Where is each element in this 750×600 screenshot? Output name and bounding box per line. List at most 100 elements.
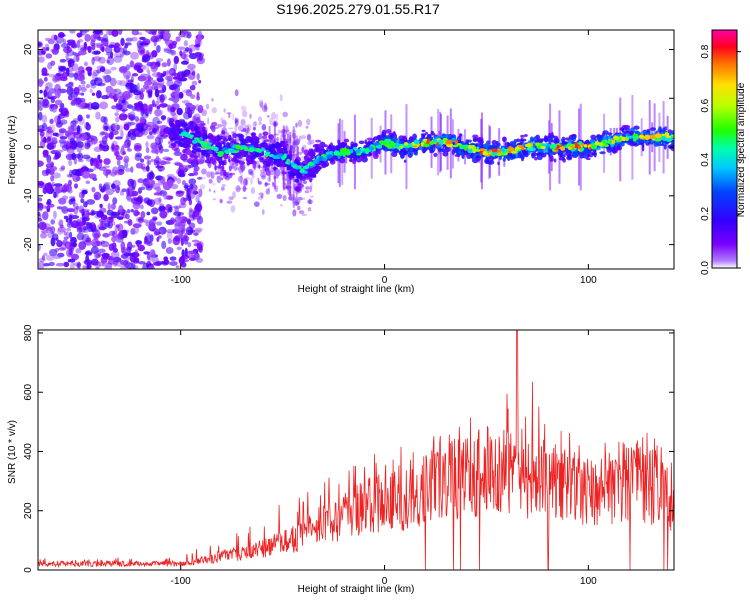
spectrogram-cell bbox=[149, 170, 154, 178]
spectrogram-cell bbox=[355, 157, 362, 163]
spectrogram-cell bbox=[166, 79, 174, 87]
spectrogram-cell bbox=[67, 72, 75, 78]
spectrogram-cell bbox=[275, 113, 279, 121]
spectrogram-cell bbox=[179, 202, 187, 209]
spectrogram-cell bbox=[271, 111, 277, 120]
spectrogram-cell bbox=[212, 182, 216, 186]
spectrogram-cell bbox=[262, 105, 268, 113]
spectrogram-cell bbox=[102, 232, 110, 238]
spectrogram-cell bbox=[168, 43, 177, 49]
spectrogram-cell bbox=[101, 135, 108, 145]
spectrogram-cell bbox=[364, 149, 370, 155]
spectrogram-cell bbox=[174, 215, 181, 224]
spectrogram-cell bbox=[90, 39, 96, 47]
spectrogram-cell bbox=[553, 158, 557, 163]
spectrogram-cell bbox=[52, 132, 59, 137]
spectrogram-cell bbox=[101, 46, 105, 53]
spectrogram-cell bbox=[103, 193, 109, 202]
spectrogram-cell bbox=[46, 129, 54, 134]
spectrogram-cell bbox=[518, 144, 523, 148]
spectrogram-cell bbox=[252, 162, 256, 169]
spectrogram-cell bbox=[497, 161, 500, 166]
spectrogram-cell bbox=[184, 247, 188, 257]
spectrogram-cell bbox=[194, 44, 201, 48]
spectrogram-cell bbox=[186, 31, 192, 39]
spectrogram-cell bbox=[168, 132, 173, 138]
spectrogram-cell bbox=[390, 133, 393, 140]
spectrogram-cell bbox=[232, 133, 237, 139]
spectrogram-cell bbox=[250, 187, 255, 195]
spectrogram-cell bbox=[160, 134, 169, 138]
spectrogram-cell bbox=[654, 133, 662, 139]
spectrogram-cell bbox=[144, 64, 150, 72]
spectrogram-cell bbox=[188, 178, 197, 185]
spectrogram-cell bbox=[93, 232, 99, 242]
spectrogram-cell bbox=[189, 154, 194, 158]
spectrogram-cell bbox=[84, 142, 91, 150]
spectrogram-cell bbox=[112, 197, 118, 205]
spectrogram-cell bbox=[98, 218, 107, 223]
spectrogram-cell bbox=[239, 165, 244, 171]
spectrogram-cell bbox=[380, 140, 386, 146]
spectrogram-cell bbox=[79, 97, 86, 103]
spectrogram-cell bbox=[59, 167, 65, 172]
spectrogram-cell bbox=[173, 55, 180, 65]
spectrogram-cell bbox=[167, 238, 173, 244]
spectrogram-cell bbox=[248, 147, 255, 153]
spectrogram-cell bbox=[259, 133, 262, 139]
spectrogram-cell bbox=[315, 147, 319, 151]
spectrogram-cell bbox=[125, 213, 130, 220]
x-tick-label: -100 bbox=[171, 275, 191, 286]
spectrogram-cell bbox=[115, 212, 121, 218]
spectrogram-cell bbox=[214, 164, 217, 171]
spectrogram-cell bbox=[231, 113, 235, 121]
spectrogram-cell bbox=[41, 46, 47, 56]
spectrogram-cell bbox=[564, 137, 570, 141]
spectrogram-cell bbox=[103, 158, 111, 165]
spectrogram-cell bbox=[58, 197, 67, 205]
spectrogram-cell bbox=[180, 60, 189, 65]
spectrogram-cell bbox=[170, 106, 176, 113]
spectrogram-cell bbox=[502, 157, 506, 162]
x-tick-label: 100 bbox=[580, 275, 597, 286]
spectrogram-cell bbox=[108, 131, 114, 140]
spectrogram-cell bbox=[66, 208, 75, 213]
spectrogram-cell bbox=[136, 68, 144, 74]
spectrogram-cell bbox=[308, 198, 312, 205]
spectrogram-cell bbox=[135, 162, 144, 169]
spectrogram-cell bbox=[485, 159, 490, 163]
spectrogram-cell bbox=[216, 165, 222, 169]
spectrogram-cell bbox=[58, 138, 67, 144]
spectrogram-cell bbox=[638, 134, 645, 139]
spectrogram-cell bbox=[93, 146, 103, 153]
spectrogram-cell bbox=[98, 56, 106, 64]
spectrogram-cell bbox=[240, 118, 246, 126]
spectrogram-cell bbox=[123, 252, 131, 257]
spectrogram-cell bbox=[156, 160, 160, 167]
spectrogram-cell bbox=[38, 257, 46, 262]
spectrogram-cell bbox=[220, 117, 224, 124]
spectrogram-cell bbox=[118, 124, 123, 132]
spectrogram-cell bbox=[193, 232, 199, 236]
spectrogram-cell bbox=[307, 199, 313, 205]
spectrogram-cell bbox=[76, 32, 83, 38]
spectrogram-cell bbox=[139, 36, 146, 41]
spectrogram-cell bbox=[38, 111, 43, 121]
spectrogram-cell bbox=[122, 70, 132, 79]
spectrogram-cell bbox=[197, 30, 202, 36]
spectrogram-cell bbox=[235, 185, 241, 193]
spectrogram-cell bbox=[103, 169, 110, 176]
spectrogram-cell bbox=[472, 138, 478, 143]
spectrogram-cell bbox=[190, 125, 195, 132]
spectrogram-cell bbox=[161, 30, 170, 35]
spectrogram-cell bbox=[99, 203, 103, 208]
spectrogram-cell bbox=[229, 172, 233, 179]
spectrogram-cell bbox=[193, 166, 198, 175]
spectrogram-cell bbox=[285, 124, 288, 131]
spectrogram-cell bbox=[234, 119, 239, 127]
spectrogram-cell bbox=[429, 140, 435, 145]
spectrogram-cell bbox=[52, 156, 58, 161]
spectrogram-cell bbox=[130, 209, 134, 213]
spectrogram-cell bbox=[189, 104, 196, 111]
spectrogram-cell bbox=[590, 144, 597, 150]
